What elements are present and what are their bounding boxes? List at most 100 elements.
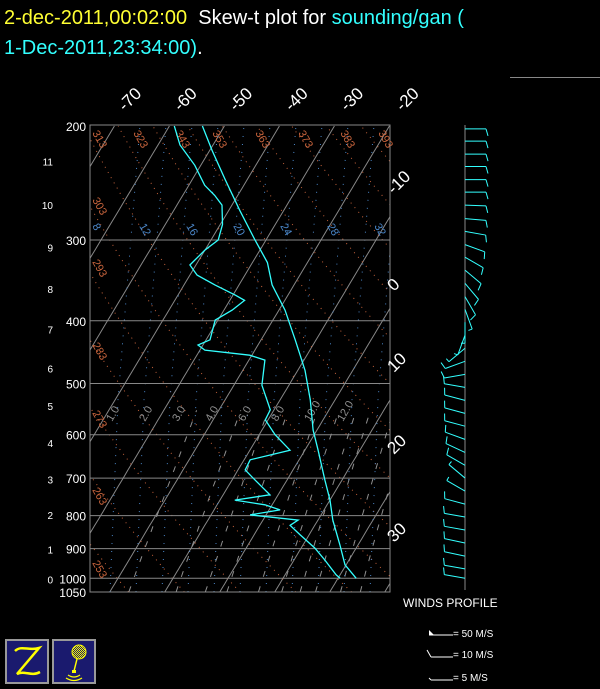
wind-barb-half-feather	[445, 358, 450, 363]
dry-adiabat-label: 263	[89, 486, 109, 508]
wind-barb	[446, 480, 466, 492]
wind-barb-feather	[477, 283, 482, 291]
dry-adiabat-line	[117, 125, 390, 479]
legend-barb-icons	[426, 630, 453, 681]
winds-profile-title: WINDS PROFILE	[403, 596, 498, 610]
dry-adiabat-line	[256, 125, 390, 294]
moist-label: 16	[183, 222, 200, 239]
isotherm-line	[109, 125, 390, 592]
dry-adiabat-line	[221, 125, 390, 339]
wind-barb-feather	[443, 531, 445, 539]
dry-adiabat-label: 363	[252, 129, 272, 151]
wind-barb	[446, 454, 466, 466]
wind-barb-feather	[485, 191, 489, 200]
wind-barb	[448, 347, 466, 363]
pennant-icon	[429, 630, 434, 635]
isotherm-line	[0, 126, 4, 592]
wind-barb	[444, 394, 466, 401]
pressure-tick-label: 600	[66, 429, 86, 443]
mixing-ratio-label: 4.0	[203, 404, 221, 423]
sounding-button[interactable]	[52, 639, 96, 684]
wind-barb-feather	[446, 447, 450, 455]
wind-barb	[464, 256, 484, 269]
dry-adiabat-label: 393	[375, 129, 395, 151]
moist-line	[317, 125, 349, 592]
zoom-button[interactable]	[5, 639, 49, 684]
wind-barb-feather	[485, 166, 489, 174]
dry-adiabat-label: 293	[89, 258, 109, 280]
wind-barb	[444, 420, 466, 427]
isotherm-line	[219, 307, 390, 592]
title-date: 2-dec-2011,00:02:00	[4, 7, 188, 29]
isotherm-label-right: 10	[383, 349, 410, 376]
isotherm-label-right: -10	[383, 167, 414, 198]
wind-barb-feather	[485, 235, 487, 243]
moist-label: 20	[230, 222, 247, 239]
isotherm-line	[274, 399, 390, 592]
isotherm-line	[329, 490, 390, 592]
mixing-ratio-line	[340, 419, 390, 592]
isotherm-label-top: -60	[170, 84, 201, 115]
wind-barb	[464, 218, 486, 221]
height-tick-label: 0	[47, 575, 53, 586]
moist-label: 28	[324, 222, 341, 239]
dry-adiabat-line	[291, 125, 390, 250]
wind-barb-feather	[443, 567, 445, 575]
title-source-time: 1-Dec-2011,23:34:00)	[4, 37, 198, 59]
frame	[89, 124, 391, 593]
wind-barb	[464, 204, 487, 207]
wind-barb-feather	[485, 128, 489, 136]
pressure-tick-label: 1050	[59, 586, 86, 600]
wind-barb-feather	[480, 267, 484, 275]
title-source[interactable]: sounding/gan (	[331, 7, 464, 29]
moist-label: 8	[89, 222, 102, 233]
dry-adiabat-line	[396, 126, 600, 592]
pressure-tick-label: 800	[66, 510, 86, 524]
isotherm-line	[440, 126, 600, 592]
legend-50: = 50 M/S	[453, 629, 494, 640]
mixing-ratio-line	[299, 410, 357, 592]
height-tick-label: 8	[47, 285, 53, 296]
wind-barb-feather	[485, 205, 489, 214]
wind-barb	[444, 574, 466, 579]
wind-barb-feather	[443, 519, 445, 527]
dry-adiabat-line	[90, 339, 297, 592]
moist-line	[343, 125, 375, 592]
wind-barb	[445, 443, 466, 453]
isotherm-label-top: -40	[281, 84, 312, 115]
isotherm-label-top: -50	[225, 84, 256, 115]
divider	[510, 77, 600, 78]
moist-label: 32	[371, 222, 388, 239]
dry-adiabat-label: 373	[295, 129, 315, 151]
moist-line	[265, 125, 297, 592]
dewpoint-profile	[173, 125, 341, 579]
mixing-ratio-label: 3.0	[170, 404, 188, 423]
dry-adiabat-line	[152, 125, 390, 432]
dry-adiabat-line	[0, 126, 17, 592]
wind-barb	[448, 464, 466, 479]
wind-barb-feather	[485, 179, 489, 187]
mixing-ratio-line	[128, 410, 198, 592]
dry-adiabat-label: 323	[130, 129, 150, 151]
dry-adiabat-line	[90, 543, 129, 592]
height-tick-label: 5	[47, 402, 53, 413]
wind-barb	[444, 538, 466, 544]
pressure-tick-label: 200	[66, 120, 86, 134]
temperature-profile	[201, 125, 357, 579]
isotherm-label-top: -30	[336, 84, 367, 115]
profiles	[173, 125, 357, 579]
wind-barb	[464, 296, 476, 316]
wind-barb-feather	[485, 153, 489, 162]
wind-barb-feather	[440, 362, 446, 369]
isotherm-label-top: -70	[114, 84, 145, 115]
plot-title: 2-dec-2011,00:02:00 Skew-t plot for soun…	[4, 3, 464, 63]
wind-barb-feather	[445, 436, 448, 444]
barb-10-feather-icon	[426, 649, 432, 658]
pressure-tick-label: 300	[66, 234, 86, 248]
wind-barb	[444, 551, 466, 557]
wind-barb-feather	[483, 251, 486, 260]
moist-line	[161, 125, 193, 592]
moist-line	[109, 125, 141, 592]
wind-barb-feather	[444, 424, 447, 433]
